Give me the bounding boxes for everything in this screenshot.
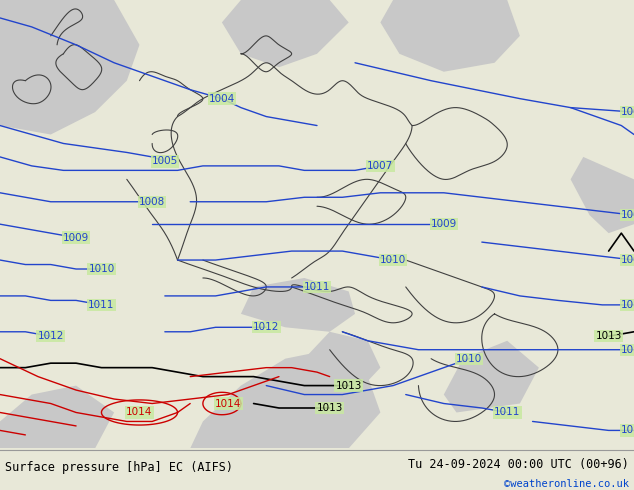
Text: 1011: 1011 <box>494 408 521 417</box>
Text: 1008: 1008 <box>139 197 165 207</box>
Text: 1004: 1004 <box>209 94 235 104</box>
Text: 1011: 1011 <box>88 300 115 310</box>
Text: ©weatheronline.co.uk: ©weatheronline.co.uk <box>504 479 629 489</box>
Text: 1011: 1011 <box>621 344 634 355</box>
Text: 1012: 1012 <box>37 331 64 341</box>
Text: Surface pressure [hPa] EC (AIFS): Surface pressure [hPa] EC (AIFS) <box>5 461 233 474</box>
Text: 1013: 1013 <box>335 381 362 391</box>
Text: 1011: 1011 <box>621 425 634 436</box>
Text: 1014: 1014 <box>215 398 242 409</box>
Text: 1010: 1010 <box>456 354 482 364</box>
Text: 1005: 1005 <box>152 156 178 167</box>
Text: 1006: 1006 <box>621 107 634 117</box>
Text: 1010: 1010 <box>88 264 115 274</box>
Text: 1010: 1010 <box>380 255 406 265</box>
Text: 1012: 1012 <box>253 322 280 332</box>
Text: 1013: 1013 <box>316 403 343 413</box>
Text: 1011: 1011 <box>304 282 330 292</box>
Text: 1013: 1013 <box>595 331 622 341</box>
Text: 1009: 1009 <box>63 233 89 243</box>
Text: 1009: 1009 <box>621 255 634 265</box>
Text: 1010: 1010 <box>621 300 634 310</box>
Text: Tu 24-09-2024 00:00 UTC (00+96): Tu 24-09-2024 00:00 UTC (00+96) <box>408 458 629 471</box>
Text: 1008: 1008 <box>621 210 634 220</box>
Text: 1014: 1014 <box>126 408 153 417</box>
Text: 1009: 1009 <box>430 219 457 229</box>
Text: 1007: 1007 <box>367 161 394 171</box>
